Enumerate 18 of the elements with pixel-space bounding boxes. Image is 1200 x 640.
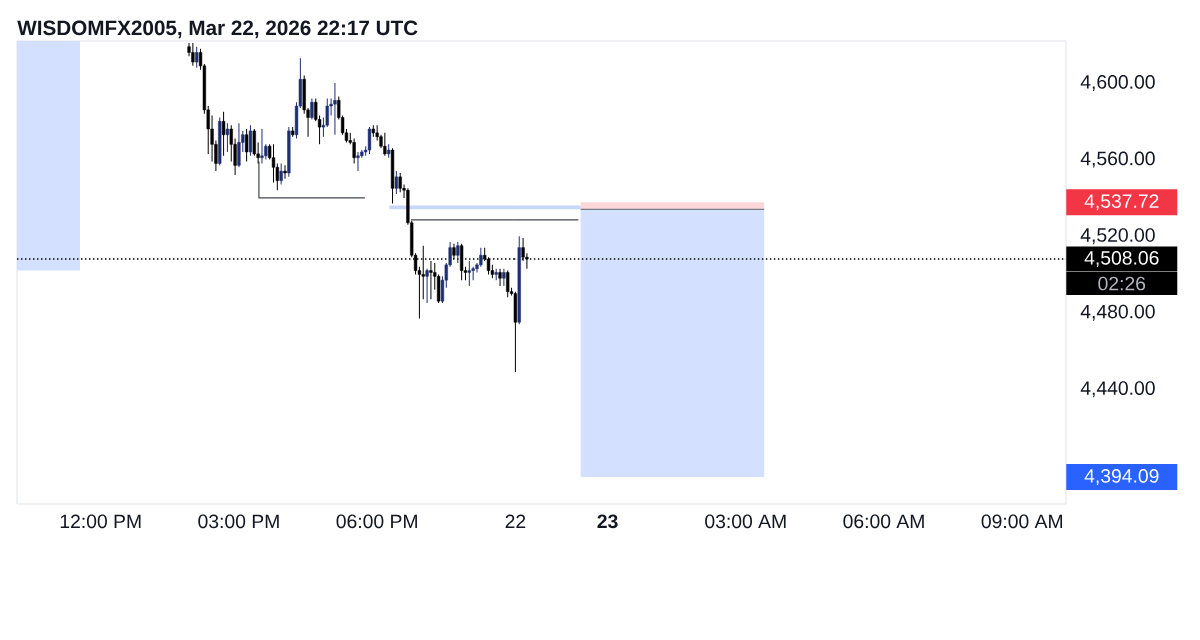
- text: 02:26: [1098, 276, 1146, 291]
- x-tick-label: 06:00 AM: [843, 514, 924, 529]
- x-tick-label: 06:00 PM: [336, 514, 417, 529]
- y-tick-label: 4,537.72: [1084, 194, 1159, 211]
- y-tick-label: 4,440.00: [1080, 381, 1155, 398]
- x-tick-label: 12:00 PM: [60, 514, 141, 529]
- y-tick-label: 4,480.00: [1080, 304, 1155, 321]
- x-tick-label: 22: [505, 514, 526, 528]
- chart-title: WISDOMFX2005, Mar 22, 2026 22:17 UTC: [17, 20, 418, 39]
- x-tick-label: 03:00 PM: [198, 514, 279, 529]
- y-tick-label: 4,520.00: [1080, 228, 1155, 245]
- y-tick-label: 4,560.00: [1080, 151, 1155, 168]
- ref-line-label: 4,508.06: [1084, 251, 1159, 267]
- y-tick-label: 4,600.00: [1080, 75, 1155, 92]
- x-tick-label: 23: [597, 514, 618, 529]
- y-tick-label: 4,394.09: [1084, 469, 1159, 486]
- x-tick-label: 09:00 AM: [981, 514, 1063, 529]
- x-tick-label: 03:00 AM: [705, 514, 786, 529]
